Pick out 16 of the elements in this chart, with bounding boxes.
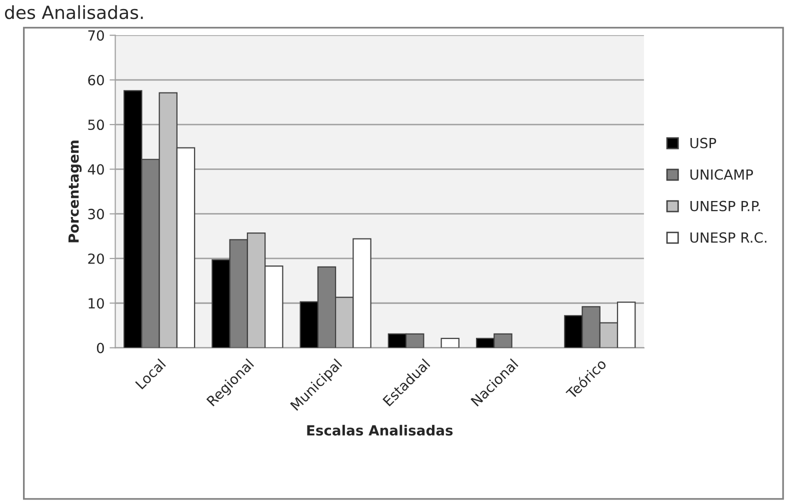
- y-tick-label: 60: [88, 74, 104, 86]
- legend-label: UNESP R.C.: [690, 232, 766, 243]
- legend-label: UNICAMP: [690, 169, 753, 180]
- y-tick-label: 70: [88, 30, 104, 41]
- y-tick-label: 40: [88, 164, 104, 175]
- bar: [440, 338, 460, 348]
- y-tick-label: 30: [88, 208, 104, 220]
- text: des Analisadas.: [4, 5, 143, 20]
- x-axis-title: Escalas Analisadas: [307, 424, 453, 436]
- legend-label: USP: [690, 138, 716, 148]
- y-tick-label: 0: [96, 342, 104, 354]
- y-tick-label: 20: [88, 253, 104, 264]
- y-tick-label: 10: [88, 298, 104, 309]
- legend-label: UNESP P.P.: [690, 200, 760, 212]
- y-axis-title: Porcentagem: [68, 140, 82, 242]
- y-tick-label: 50: [88, 120, 104, 130]
